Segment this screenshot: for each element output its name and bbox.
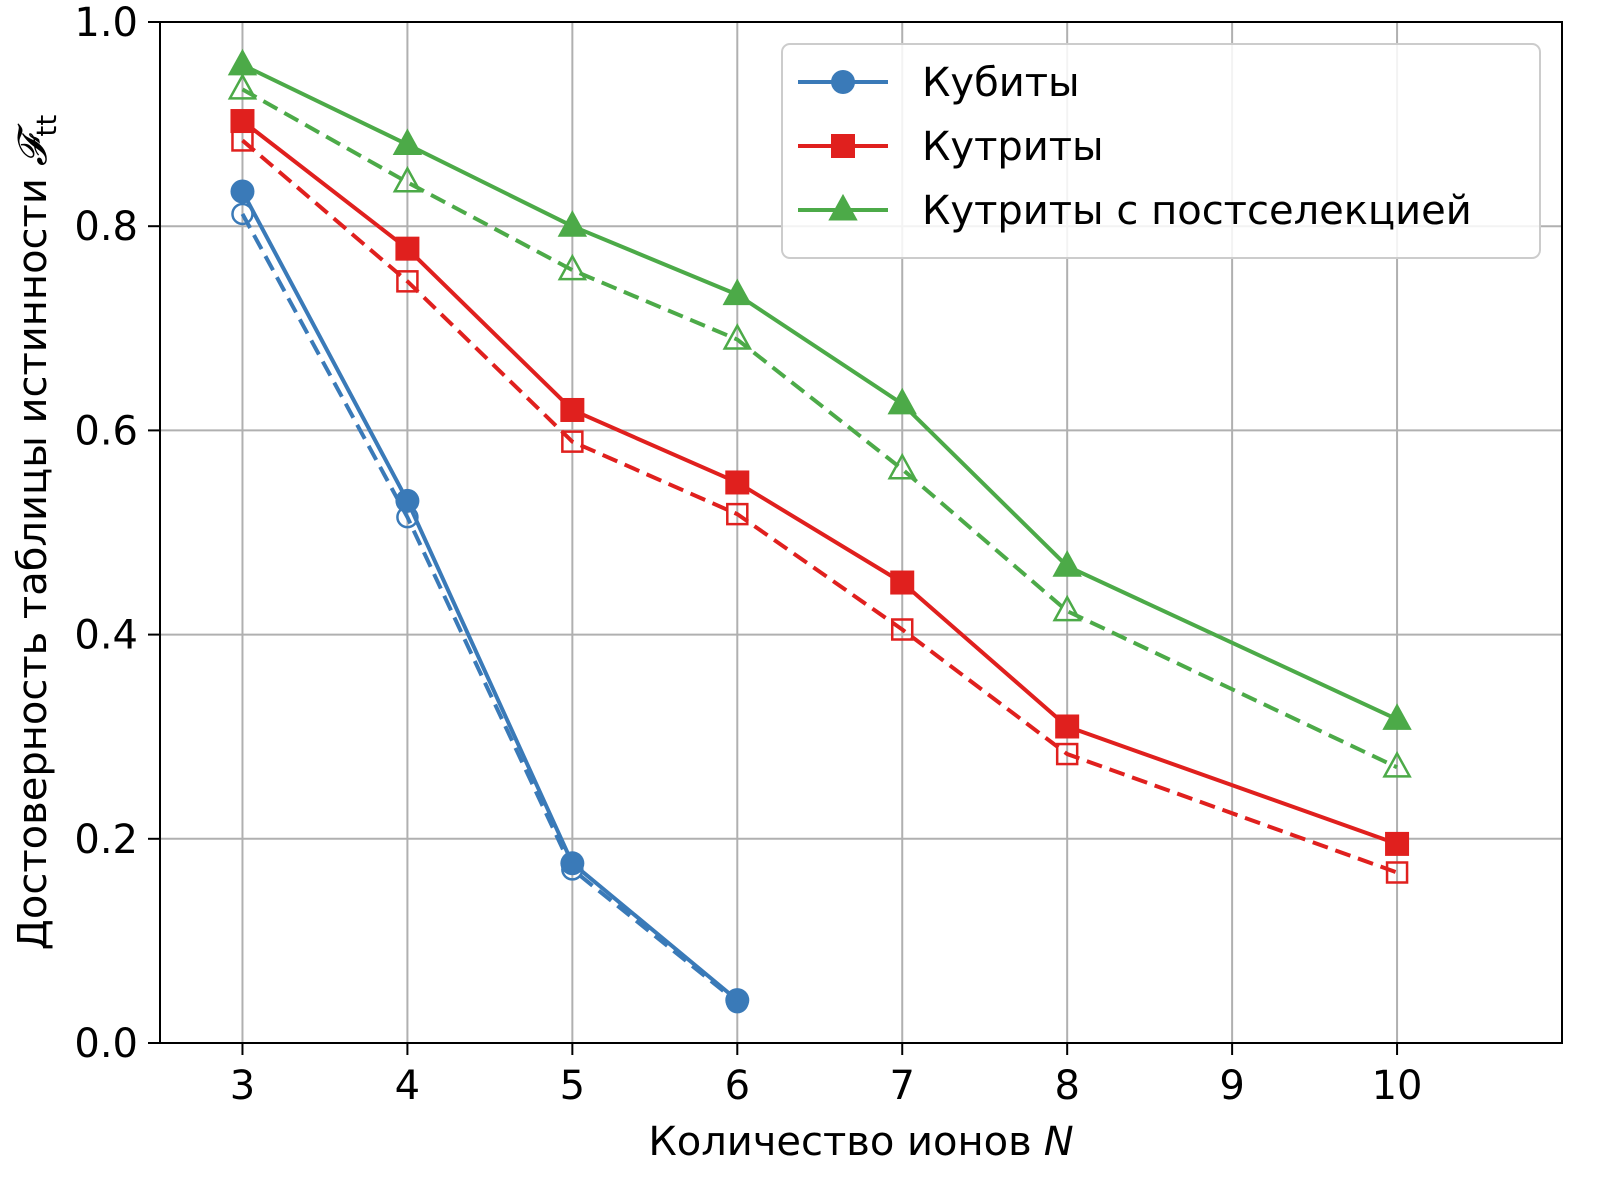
y-tick-label: 0.8 xyxy=(74,204,138,250)
x-tick-label: 5 xyxy=(560,1063,585,1109)
series-3 xyxy=(231,129,1409,884)
y-axis-label: Достоверность таблицы истинности𝓕tt xyxy=(10,115,63,951)
data-point xyxy=(395,236,420,261)
legend-entry: Кутриты с постселекцией xyxy=(798,188,1472,234)
legend: Кубиты Кутриты Кутриты с постселекцией xyxy=(781,43,1541,259)
data-point xyxy=(396,270,419,293)
series-4 xyxy=(227,48,1412,730)
data-point xyxy=(887,387,917,415)
x-axis-label: Количество ионов N xyxy=(648,1119,1073,1165)
x-tick-label: 9 xyxy=(1219,1063,1244,1109)
data-point xyxy=(557,210,588,237)
data-point xyxy=(1382,703,1412,730)
data-point xyxy=(722,278,752,306)
data-point xyxy=(1055,714,1080,739)
x-tick-label: 6 xyxy=(725,1063,750,1109)
series-0 xyxy=(230,179,750,1013)
legend-label: Кутриты xyxy=(922,124,1104,170)
x-tick-label: 10 xyxy=(1372,1063,1423,1109)
y-tick-label: 1.0 xyxy=(74,0,138,46)
series-line xyxy=(241,138,1398,875)
legend-box xyxy=(781,43,1541,259)
legend-marker xyxy=(828,193,858,221)
data-point xyxy=(726,502,749,526)
legend-marker xyxy=(831,70,855,94)
data-point xyxy=(227,48,258,76)
x-tick-label: 3 xyxy=(230,1063,255,1109)
data-point xyxy=(230,109,255,134)
series-2 xyxy=(230,109,1410,856)
data-point xyxy=(230,179,255,204)
y-tick-label: 0.2 xyxy=(74,817,138,863)
y-tick-label: 0.6 xyxy=(74,408,138,454)
data-point xyxy=(1055,742,1079,766)
data-point xyxy=(725,470,750,495)
legend-entry: Кутриты xyxy=(798,124,1104,170)
x-tick-label: 4 xyxy=(395,1063,420,1109)
data-point xyxy=(395,488,420,513)
data-point xyxy=(1385,831,1410,856)
y-axis-label-subscript: tt xyxy=(30,115,63,137)
data-point xyxy=(561,430,584,453)
data-point xyxy=(1052,594,1082,622)
series-line xyxy=(241,87,1398,770)
data-point xyxy=(392,165,423,193)
data-point xyxy=(560,397,585,422)
series-1 xyxy=(231,202,749,1014)
data-point xyxy=(557,253,588,281)
ticks: 3 4 5 6 7 8 9 10 0.0 0.2 0.4 0.6 0.8 1.0 xyxy=(74,0,1422,1109)
data-point xyxy=(887,452,917,480)
series-layer xyxy=(227,48,1412,1014)
legend-entry: Кубиты xyxy=(798,60,1080,106)
series-line xyxy=(240,212,739,1004)
y-tick-label: 0.0 xyxy=(74,1021,138,1067)
data-point xyxy=(392,128,423,156)
data-point xyxy=(890,570,915,595)
x-tick-label: 8 xyxy=(1054,1063,1079,1109)
y-axis-label-text: Достоверность таблицы истинности xyxy=(10,178,56,950)
x-axis-label-text: Количество ионов xyxy=(648,1119,1031,1165)
data-point xyxy=(227,73,258,100)
plot-frame xyxy=(159,21,1563,1044)
y-tick-label: 0.4 xyxy=(74,613,138,659)
data-point xyxy=(231,202,254,226)
legend-label: Кубиты xyxy=(922,60,1080,106)
data-point xyxy=(1382,750,1412,778)
data-point xyxy=(722,323,753,350)
data-point xyxy=(1385,861,1409,884)
data-point xyxy=(231,129,254,152)
x-axis-label-var: N xyxy=(1044,1119,1074,1165)
data-point xyxy=(561,858,584,881)
legend-label: Кутриты с постселекцией xyxy=(922,188,1472,234)
series-line xyxy=(240,190,739,1002)
data-point xyxy=(890,618,914,641)
data-point xyxy=(1052,550,1082,577)
data-point xyxy=(726,990,749,1014)
data-point xyxy=(396,505,419,529)
legend-marker xyxy=(831,134,855,158)
series-5 xyxy=(227,73,1412,778)
x-tick-label: 7 xyxy=(890,1063,915,1109)
